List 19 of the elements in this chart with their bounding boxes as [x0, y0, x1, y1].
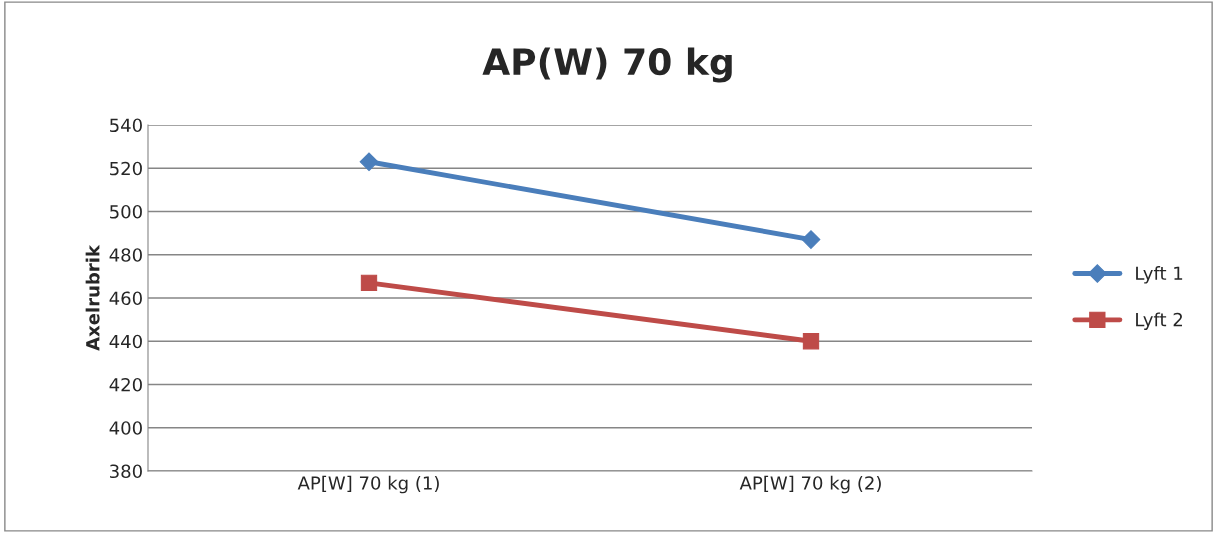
- legend-label: Lyft 2: [1136, 312, 1182, 330]
- y-axis-title: Axelrubrik: [85, 244, 100, 351]
- y-tick-label: 440: [109, 334, 142, 349]
- x-tick-label: AP[W] 70 kg (2): [739, 475, 881, 494]
- chart-title: AP(W) 70 kg: [482, 47, 732, 83]
- x-tick-label: AP[W] 70 kg (1): [297, 475, 439, 494]
- y-tick-label: 500: [110, 204, 142, 219]
- y-tick-label: 400: [109, 421, 142, 435]
- y-tick-label: 540: [110, 118, 142, 133]
- legend-label: Lyft 1: [1136, 266, 1183, 284]
- y-tick-label: 420: [109, 377, 142, 392]
- y-tick-label: 460: [109, 291, 142, 306]
- point: [359, 152, 379, 172]
- point: [360, 274, 378, 292]
- point: [801, 230, 821, 249]
- point: [802, 333, 820, 350]
- y-tick-label: 480: [109, 248, 142, 262]
- y-tick-label: 380: [110, 464, 142, 479]
- y-tick-label: 520: [110, 161, 142, 176]
